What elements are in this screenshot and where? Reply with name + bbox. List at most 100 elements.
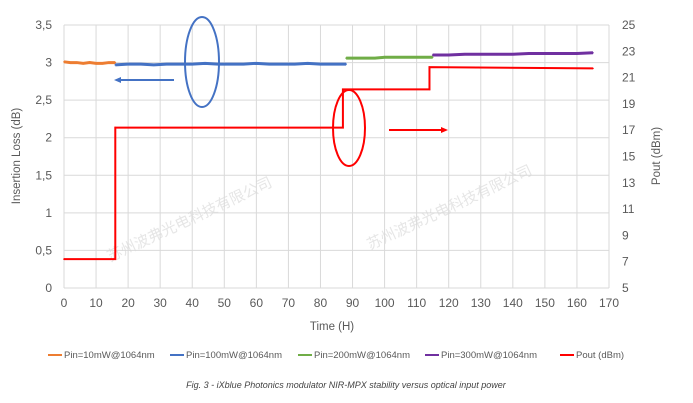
data-point (69, 61, 72, 64)
left-arrow-head (114, 77, 121, 83)
x-tick-label: 80 (314, 296, 328, 310)
data-point (374, 57, 376, 59)
x-tick-label: 70 (282, 296, 296, 310)
data-point (114, 126, 117, 129)
data-point (428, 66, 431, 68)
data-point (431, 54, 434, 56)
data-point (345, 57, 347, 59)
data-point (495, 53, 498, 56)
x-tick-label: 160 (567, 296, 587, 310)
series-line-3 (346, 55, 433, 60)
data-point (178, 63, 181, 65)
data-point (229, 63, 232, 65)
legend-label: Pin=100mW@1064nm (186, 350, 282, 361)
x-tick-label: 140 (503, 296, 523, 310)
data-point (512, 53, 514, 56)
x-tick-label: 50 (218, 296, 232, 310)
y-tick-label: 3 (45, 56, 52, 70)
data-point (354, 57, 357, 59)
y-tick-label: 0 (45, 281, 52, 295)
legend-label: Pin=300mW@1064nm (441, 350, 537, 361)
y-tick-label: 1 (45, 206, 52, 220)
data-point (281, 63, 283, 65)
data-point (140, 63, 142, 65)
data-point (422, 56, 424, 59)
data-point (255, 62, 258, 65)
legend: Pin=10mW@1064nm Pin=100mW@1064nm Pin=200mW… (48, 350, 624, 361)
figure-caption: Fig. 3 - iXblue Photonics modulator NIR-… (186, 380, 507, 390)
y-tick-label: 3,5 (35, 18, 52, 32)
y2-tick-label: 19 (622, 97, 636, 111)
data-point (204, 62, 206, 65)
data-point (76, 61, 78, 64)
data-point (383, 56, 386, 59)
data-point (63, 258, 65, 260)
data-point (114, 258, 117, 260)
y-tick-label: 2 (45, 131, 52, 145)
data-point (560, 52, 562, 55)
legend-label: Pout (dBm) (576, 350, 624, 361)
data-point (431, 56, 434, 59)
x-tick-label: 150 (535, 296, 555, 310)
series-line-5 (64, 66, 593, 261)
data-point (242, 63, 245, 65)
data-point (528, 52, 530, 55)
x-tick-label: 30 (153, 296, 167, 310)
y2-tick-label: 15 (622, 150, 636, 164)
watermark-text: 苏州波弗光电科技有限公司 (105, 174, 275, 265)
y2-tick-label: 21 (622, 71, 636, 85)
y-axis-label: Insertion Loss (dB) (11, 108, 23, 205)
x-tick-label: 0 (61, 296, 68, 310)
y2-tick-label: 13 (622, 176, 636, 190)
x-tick-label: 130 (471, 296, 491, 310)
data-point (82, 62, 85, 65)
data-point (332, 63, 335, 65)
data-point (364, 57, 367, 59)
y2-tick-label: 9 (622, 228, 629, 242)
x-tick-label: 40 (186, 296, 200, 310)
data-point (342, 88, 344, 91)
data-point (63, 61, 65, 63)
data-point (88, 61, 91, 64)
right-arrow-head (441, 127, 448, 133)
data-point (463, 53, 466, 56)
data-point (592, 67, 594, 70)
y2-tick-label: 5 (622, 281, 629, 295)
y2-tick-label: 25 (622, 18, 636, 32)
y2-tick-label: 7 (622, 255, 629, 269)
data-point (412, 56, 415, 59)
data-point (165, 63, 168, 65)
x-tick-label: 60 (250, 296, 264, 310)
data-point (152, 64, 155, 66)
annotations (114, 16, 448, 167)
data-point (428, 88, 431, 91)
data-point (403, 56, 405, 59)
legend-label: Pin=200mW@1064nm (314, 350, 410, 361)
x-tick-label: 90 (346, 296, 360, 310)
y-tick-label: 1,5 (35, 168, 52, 182)
pout-step-highlight-ellipse (332, 89, 366, 167)
x-tick-label: 170 (599, 296, 619, 310)
y-tick-label: 0,5 (35, 243, 52, 257)
x-axis-label: Time (H) (310, 321, 354, 333)
y2-tick-label: 23 (622, 44, 636, 58)
data-point (108, 61, 110, 64)
y-tick-label: 2,5 (35, 93, 52, 107)
data-point (306, 62, 309, 65)
x-tick-label: 120 (439, 296, 459, 310)
data-point (95, 62, 97, 65)
data-point (101, 62, 104, 65)
left-series-highlight-ellipse (184, 16, 220, 108)
y2-tick-label: 11 (622, 202, 635, 216)
x-tick-label: 110 (407, 296, 426, 310)
data-point (127, 63, 129, 65)
data-point (268, 63, 270, 65)
data-point (544, 52, 546, 55)
data-point (114, 61, 117, 64)
data-point (447, 54, 450, 56)
y2-axis-label: Pout (dBm) (651, 127, 663, 185)
legend-label: Pin=10mW@1064nm (64, 350, 155, 361)
data-point (319, 63, 322, 65)
